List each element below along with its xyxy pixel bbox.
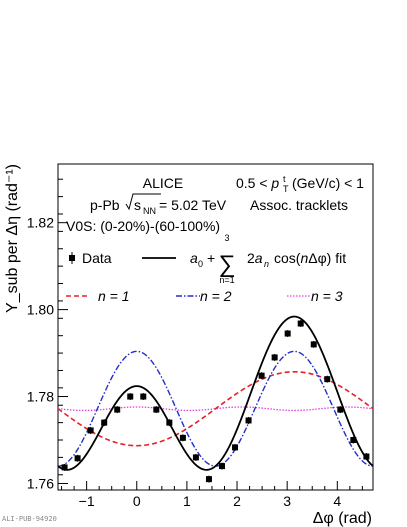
fit-curve <box>58 315 373 471</box>
data-point <box>284 330 291 337</box>
data-point <box>337 406 344 414</box>
legend-n2: n = 2 <box>176 288 232 304</box>
svg-text:n = 1: n = 1 <box>98 288 130 304</box>
x-tick-label: 3 <box>283 493 291 509</box>
data-point <box>363 453 370 461</box>
legend-n3: n = 3 <box>287 288 343 304</box>
x-tick-label: 0 <box>133 493 141 509</box>
data-point <box>258 372 265 380</box>
legend-n1: n = 1 <box>66 288 130 304</box>
svg-text:cos(nΔφ) fit: cos(nΔφ) fit <box>274 250 346 266</box>
publication-id: ALI-PUB-94920 <box>2 515 57 523</box>
data-point <box>350 436 357 444</box>
assoc-label: Assoc. tracklets <box>250 197 348 213</box>
svg-text:Data: Data <box>82 250 112 266</box>
svg-text:t: t <box>283 174 286 184</box>
energy-label: p-Pb s NN = 5.02 TeV <box>90 193 227 216</box>
plot-frame <box>57 163 374 491</box>
data-point <box>101 419 108 427</box>
y-axis: 1.76 1.78 1.80 1.82 <box>27 178 68 491</box>
svg-text:∑: ∑ <box>218 251 235 278</box>
data-point <box>310 340 317 348</box>
data-point <box>114 406 121 414</box>
y-tick-label: 1.78 <box>27 389 54 405</box>
svg-text:0: 0 <box>198 259 203 269</box>
legend: Data a 0 + 3 ∑ n=1 2a n cos(nΔφ) fit n =… <box>66 233 346 304</box>
svg-text:n=1: n=1 <box>219 275 234 285</box>
svg-text:n = 2: n = 2 <box>200 288 232 304</box>
data-point <box>245 416 252 424</box>
svg-text:a: a <box>190 250 198 266</box>
experiment-label: ALICE <box>143 175 183 191</box>
y-tick-label: 1.80 <box>27 302 54 318</box>
data-point <box>153 406 160 414</box>
svg-text:= 5.02 TeV: = 5.02 TeV <box>159 197 227 213</box>
data-point <box>166 419 173 427</box>
v0s-label: V0S: (0-20%)-(60-100%) <box>66 218 220 234</box>
svg-text:+: + <box>207 250 215 266</box>
data-point <box>140 393 147 401</box>
y-tick-label: 1.82 <box>27 215 54 231</box>
x-tick-label: −1 <box>79 493 95 509</box>
data-point <box>179 434 186 442</box>
data-point <box>74 454 81 462</box>
svg-text:(GeV/c) < 1: (GeV/c) < 1 <box>292 175 364 191</box>
data-point <box>324 375 331 383</box>
svg-text:NN: NN <box>143 206 156 216</box>
data-point <box>192 453 199 461</box>
data-point <box>127 393 134 401</box>
x-tick-label: 4 <box>333 493 341 509</box>
svg-text:T: T <box>283 184 289 194</box>
pt-range-label: 0.5 < p t T (GeV/c) < 1 <box>236 174 364 194</box>
data-point <box>232 443 239 451</box>
svg-text:3: 3 <box>224 233 229 243</box>
svg-text:p-Pb: p-Pb <box>90 197 120 213</box>
y-axis-label: Y_sub per Δη (rad⁻¹) <box>4 164 21 313</box>
x-tick-label: 1 <box>183 493 191 509</box>
data-point <box>297 320 304 327</box>
data-point <box>61 463 68 471</box>
svg-text:2a: 2a <box>247 250 263 266</box>
data-point <box>87 426 94 434</box>
data-points <box>61 320 370 483</box>
svg-text:n: n <box>264 259 269 269</box>
svg-text:n = 3: n = 3 <box>311 288 343 304</box>
data-point <box>271 353 278 361</box>
svg-text:0.5 < p: 0.5 < p <box>236 175 279 191</box>
svg-text:s: s <box>134 197 141 213</box>
x-axis: −1 0 1 2 3 4 <box>61 481 363 509</box>
x-tick-label: 2 <box>233 493 241 509</box>
x-axis-label: Δφ (rad) <box>313 510 372 527</box>
data-point <box>205 475 212 483</box>
y-tick-label: 1.76 <box>27 475 54 491</box>
harmonic-n1-curve <box>58 370 373 447</box>
legend-fit: a 0 + 3 ∑ n=1 2a n cos(nΔφ) fit <box>142 233 346 285</box>
data-point <box>218 462 225 470</box>
legend-data: Data <box>69 250 112 266</box>
